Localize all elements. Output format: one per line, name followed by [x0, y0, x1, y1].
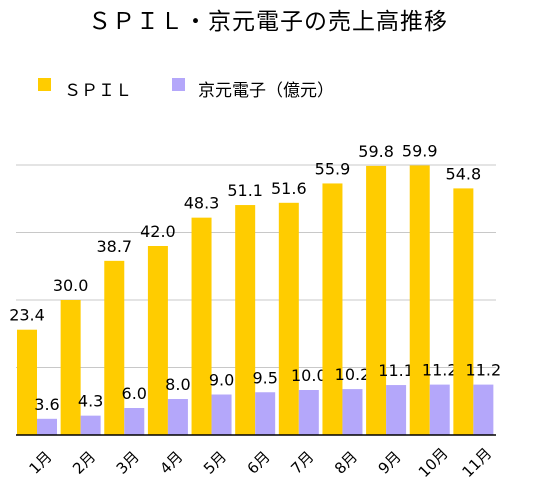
data-label-spil: 42.0 [140, 222, 176, 241]
bar-kyec [342, 389, 363, 435]
data-label-spil: 59.8 [358, 142, 394, 161]
data-label-kyec: 4.3 [78, 392, 103, 411]
data-label-kyec: 10.0 [291, 366, 327, 385]
legend-label-spil: ＳＰＩＬ [64, 81, 132, 101]
x-tick-label: 2月 [69, 448, 99, 478]
data-label-kyec: 11.2 [422, 361, 458, 380]
bar-spil [60, 300, 81, 435]
data-label-spil: 51.6 [271, 179, 307, 198]
data-label-spil: 54.8 [446, 164, 482, 183]
data-label-spil: 38.7 [96, 237, 132, 256]
bar-spil [278, 202, 299, 435]
bar-kyec [124, 408, 145, 435]
bar-spil [147, 246, 168, 435]
bar-spil [453, 188, 474, 435]
bar-spil [104, 260, 125, 435]
data-label-spil: 30.0 [53, 276, 89, 295]
bar-spil [322, 183, 343, 435]
bar-kyec [37, 418, 57, 435]
data-label-kyec: 10.2 [335, 365, 371, 384]
data-label-kyec: 8.0 [165, 375, 190, 394]
legend-swatch-kyec [172, 78, 185, 91]
x-tick-label: 4月 [156, 448, 186, 478]
data-label-kyec: 11.1 [378, 361, 414, 380]
bar-kyec [298, 390, 319, 435]
x-tick-label: 8月 [331, 448, 361, 478]
data-label-kyec: 3.6 [34, 395, 59, 414]
x-tick-label: 5月 [200, 448, 230, 478]
bar-kyec [386, 385, 407, 435]
data-label-kyec: 9.0 [209, 371, 234, 390]
legend-label-kyec: 京元電子（億元） [198, 81, 334, 101]
x-tick-label: 10月 [415, 444, 452, 481]
data-label-spil: 48.3 [184, 194, 220, 213]
bar-spil [17, 329, 37, 435]
x-tick-label: 9月 [375, 448, 405, 478]
bar-kyec [429, 384, 450, 435]
chart-title: ＳＰＩＬ・京元電子の売上高推移 [88, 9, 448, 35]
bar-kyec [211, 394, 232, 435]
bar-spil [409, 165, 430, 435]
x-tick-label: 11月 [458, 444, 495, 481]
data-label-spil: 23.4 [9, 306, 45, 325]
bar-kyec [80, 415, 101, 435]
x-tick-label: 3月 [113, 448, 143, 478]
legend-swatch-spil [38, 78, 51, 91]
data-label-spil: 59.9 [402, 141, 438, 160]
bar-spil [235, 205, 256, 435]
bar-kyec [473, 384, 494, 435]
bar-kyec [167, 399, 188, 435]
bar-spil [191, 217, 212, 435]
data-label-spil: 51.1 [227, 181, 263, 200]
x-tick-label: 6月 [244, 448, 274, 478]
x-tick-label: 1月 [25, 448, 55, 478]
x-tick-label: 7月 [287, 448, 317, 478]
bar-spil [366, 165, 387, 435]
data-label-kyec: 11.2 [466, 361, 502, 380]
bar-kyec [255, 392, 276, 435]
data-label-kyec: 6.0 [122, 384, 147, 403]
data-label-kyec: 9.5 [252, 368, 277, 387]
data-label-spil: 55.9 [315, 159, 351, 178]
